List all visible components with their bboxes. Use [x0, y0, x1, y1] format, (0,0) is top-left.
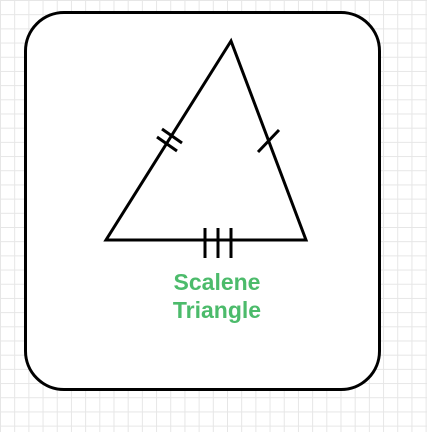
shape-label: Scalene Triangle: [117, 268, 317, 324]
base-tick-marks: [203, 228, 233, 258]
card-frame: [24, 11, 381, 391]
shape-label-line1: Scalene: [173, 269, 261, 295]
triangle-shape: [103, 37, 309, 242]
right-side-tick-mark: [256, 128, 281, 154]
shape-label-line2: Triangle: [172, 297, 262, 323]
left-side-tick-marks: [156, 127, 183, 153]
